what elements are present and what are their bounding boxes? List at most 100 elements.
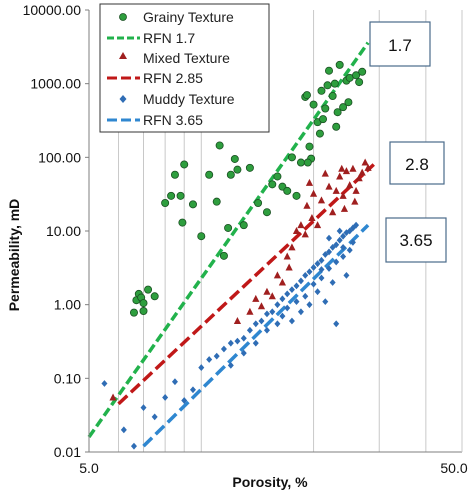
mixed-point [278, 278, 287, 286]
grainy-point [129, 308, 138, 317]
muddy-point [329, 279, 336, 286]
grainy-point [292, 191, 301, 200]
mixed-point [309, 189, 318, 197]
legend-label-mixed: Mixed Texture [143, 50, 230, 66]
grainy-point [325, 66, 334, 75]
grainy-point [321, 104, 330, 113]
mixed-point [361, 158, 369, 166]
mixed-point [292, 227, 301, 234]
y-tick-label: 10.00 [46, 223, 81, 239]
muddy-point [318, 266, 325, 273]
grainy-point [230, 154, 239, 163]
y-tick-label: 1000.00 [30, 76, 81, 92]
grainy-point [328, 92, 337, 101]
grainy-point [212, 197, 221, 206]
grainy-point [139, 299, 148, 308]
mixed-point [246, 307, 254, 315]
muddy-point [336, 236, 343, 244]
mixed-point [313, 221, 322, 229]
grainy-point [167, 191, 176, 200]
mixed-point [346, 181, 354, 189]
mixed-point [308, 214, 316, 222]
muddy-point [297, 277, 304, 285]
grainy-point [332, 122, 341, 131]
y-tick-label: 0.10 [54, 370, 81, 386]
grainy-point [245, 163, 254, 172]
muddy-point [288, 317, 295, 325]
grainy-point [268, 180, 277, 189]
muddy-point [333, 320, 340, 328]
muddy-point [293, 298, 300, 306]
muddy-point [340, 253, 347, 260]
grainy-point [309, 100, 318, 109]
muddy-point [162, 394, 169, 401]
mixed-point [297, 221, 305, 229]
muddy-point [322, 298, 329, 306]
grainy-point [239, 221, 248, 230]
grainy-point [315, 129, 324, 138]
muddy-point [258, 317, 265, 325]
mixed-point [364, 163, 372, 171]
muddy-point [240, 334, 247, 342]
legend-label-rfn365: RFN 3.65 [143, 112, 203, 128]
mixed-point [340, 204, 349, 212]
muddy-point [336, 227, 343, 235]
mixed-point [352, 186, 360, 194]
muddy-point [306, 301, 313, 309]
muddy-point [329, 243, 336, 251]
x-axis-title: Porosity, % [232, 474, 308, 490]
grainy-point [330, 79, 339, 88]
muddy-point [234, 337, 241, 345]
y-axis-title: Permeability, mD [6, 199, 22, 312]
grainy-point [355, 78, 364, 87]
grainy-point [139, 307, 148, 316]
muddy-point [297, 308, 304, 316]
legend-label-muddy: Muddy Texture [143, 91, 235, 107]
x-tick-label: 50.0 [440, 460, 467, 476]
muddy-point [340, 232, 347, 240]
grainy-point [317, 86, 326, 95]
callout-label-rfn365: 3.65 [399, 231, 432, 250]
rfn-lines [87, 41, 375, 448]
rfn-line [142, 223, 370, 448]
grainy-point [197, 232, 206, 241]
muddy-point [326, 248, 333, 256]
muddy-point [220, 345, 227, 353]
muddy-point [293, 282, 300, 290]
muddy-point [343, 271, 350, 279]
mixed-point [342, 167, 351, 175]
grainy-point [219, 251, 228, 260]
grainy-point [262, 208, 271, 217]
muddy-point [333, 241, 340, 249]
muddy-point [340, 243, 347, 251]
muddy-point [349, 224, 356, 232]
mixed-point [301, 230, 309, 238]
grainy-point [144, 285, 153, 294]
grainy-point [178, 218, 187, 227]
grainy-point [319, 115, 328, 124]
muddy-point [171, 378, 178, 386]
mixed-point [263, 287, 271, 295]
muddy-point [140, 404, 147, 412]
grainy-point [273, 172, 282, 181]
callout-box-rfn365 [385, 217, 447, 263]
mixed-point [339, 191, 347, 199]
muddy-point [120, 426, 127, 434]
muddy-point [314, 288, 321, 296]
muddy-point [189, 386, 196, 394]
grainy-point [358, 67, 367, 76]
muddy-point [274, 320, 281, 328]
muddy-point [151, 413, 158, 421]
grainy-point [352, 71, 361, 80]
muddy-point [240, 349, 247, 357]
mixed-point [351, 197, 359, 205]
muddy-point [213, 352, 220, 360]
grainy-point [303, 158, 312, 167]
muddy-point [101, 380, 108, 387]
muddy-point [288, 286, 295, 294]
grainy-point [215, 141, 224, 150]
grainy-point [333, 108, 342, 117]
muddy-point [263, 326, 270, 334]
mixed-point [303, 201, 311, 209]
